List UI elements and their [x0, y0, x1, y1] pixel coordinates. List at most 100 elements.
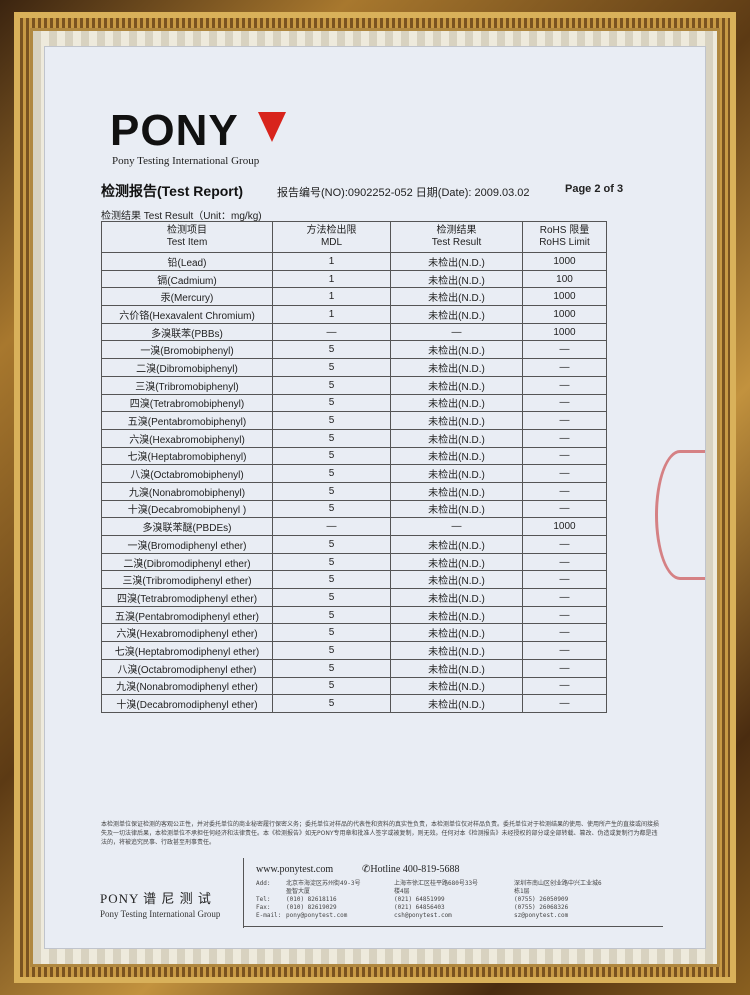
table-cell: 未检出(N.D.)	[390, 588, 523, 607]
report-title: 检测报告(Test Report)	[101, 183, 244, 199]
tel: (021) 64851999	[394, 896, 445, 903]
table-cell: 5	[272, 375, 391, 395]
table-cell: 十溴(Decabromodiphenyl ether)	[101, 694, 273, 713]
table-cell: —	[522, 481, 607, 501]
table-cell: 1000	[522, 305, 607, 324]
table-cell: 三溴(Tribromodiphenyl ether)	[101, 570, 273, 590]
table-cell: —	[272, 322, 391, 342]
table-cell: —	[522, 623, 607, 643]
table-cell: 未检出(N.D.)	[390, 481, 523, 501]
table-row: 十溴(Decabromodiphenyl ether) 5 未检出(N.D.) —	[101, 694, 607, 713]
table-cell: 未检出(N.D.)	[390, 464, 523, 483]
table-row: 七溴(Heptabromobiphenyl) 5 未检出(N.D.) —	[101, 446, 607, 466]
logo-triangle-icon	[258, 112, 286, 142]
table-cell: 未检出(N.D.)	[390, 428, 523, 448]
table-cell: —	[522, 375, 607, 395]
table-cell: 5	[272, 676, 391, 696]
table-cell: —	[522, 641, 607, 660]
email: sz@ponytest.com	[514, 912, 569, 919]
table-cell: 四溴(Tetrabromobiphenyl)	[101, 393, 273, 413]
table-cell: 一溴(Bromodiphenyl ether)	[101, 535, 273, 554]
unit-label: 检测结果 Test Result（Unit：mg/kg)	[101, 211, 262, 222]
label: E-mail:	[256, 912, 282, 919]
header-text: RoHS Limit	[539, 237, 590, 248]
table-cell: 未检出(N.D.)	[390, 535, 523, 554]
address: 盈智大厦	[286, 888, 311, 895]
table-cell: 未检出(N.D.)	[390, 375, 523, 395]
table-cell: —	[522, 446, 607, 466]
table-cell: 5	[272, 658, 391, 678]
footer-brand: PONY 谱 尼 测 试	[100, 891, 212, 906]
address: 上海市徐汇区桂平路680号33号	[394, 880, 479, 887]
table-row: 汞(Mercury) 1 未检出(N.D.) 1000	[101, 287, 607, 307]
table-cell: 5	[272, 428, 391, 448]
table-cell: 未检出(N.D.)	[390, 605, 523, 625]
table-cell: —	[522, 411, 607, 430]
table-cell: 5	[272, 570, 391, 590]
address: 深圳市南山区创业路中兴工业城6	[514, 880, 602, 887]
footer-subtitle: Pony Testing International Group	[100, 909, 221, 919]
table-row: 八溴(Octabromobiphenyl) 5 未检出(N.D.) —	[101, 464, 607, 483]
table-cell: 七溴(Heptabromobiphenyl)	[101, 446, 273, 466]
header-text: 检测结果	[436, 225, 477, 236]
page-number: Page 2 of 3	[565, 183, 624, 195]
table-cell: —	[522, 499, 607, 519]
table-cell: —	[522, 358, 607, 377]
table-cell: 未检出(N.D.)	[390, 269, 523, 289]
address: 楼4层	[394, 888, 410, 895]
email: csh@ponytest.com	[394, 912, 452, 919]
table-cell: 未检出(N.D.)	[390, 287, 523, 307]
table-cell: 未检出(N.D.)	[390, 358, 523, 377]
table-cell: 100	[522, 269, 607, 289]
header-text: Test Result	[431, 237, 482, 248]
divider	[243, 858, 244, 928]
table-cell: 七溴(Heptabromodiphenyl ether)	[101, 641, 273, 660]
table-cell: —	[522, 694, 607, 713]
table-cell: 5	[272, 446, 391, 466]
table-cell: 六溴(Hexabromodiphenyl ether)	[101, 623, 273, 643]
table-cell: —	[522, 393, 607, 413]
label: Tel:	[256, 896, 271, 903]
table-cell: 5	[272, 552, 391, 572]
table-cell: 5	[272, 641, 391, 660]
website-link[interactable]: www.ponytest.com	[256, 864, 334, 875]
table-cell: —	[390, 517, 523, 536]
table-cell: —	[522, 658, 607, 678]
table-row: 七溴(Heptabromodiphenyl ether) 5 未检出(N.D.) —	[101, 641, 607, 660]
table-row: 九溴(Nonabromodiphenyl ether) 5 未检出(N.D.) —	[101, 676, 607, 696]
table-cell: 5	[272, 340, 391, 360]
table-cell: —	[390, 322, 523, 342]
table-row: 三溴(Tribromobiphenyl) 5 未检出(N.D.) —	[101, 375, 607, 395]
table-cell: 未检出(N.D.)	[390, 340, 523, 360]
table-cell: 未检出(N.D.)	[390, 641, 523, 660]
table-cell: 5	[272, 694, 391, 713]
table-cell: 未检出(N.D.)	[390, 552, 523, 572]
table-row: 多溴联苯醚(PBDEs) — —1000	[101, 517, 607, 536]
table-cell: 5	[272, 588, 391, 607]
table-row: 五溴(Pentabromobiphenyl) 5 未检出(N.D.) —	[101, 411, 607, 430]
table-cell: 九溴(Nonabromodiphenyl ether)	[101, 676, 273, 696]
table-cell: —	[522, 428, 607, 448]
table-cell: 1	[272, 287, 391, 307]
table-cell: 未检出(N.D.)	[390, 411, 523, 430]
table-row: 多溴联苯(PBBs) — —1000	[101, 322, 607, 342]
table-cell: 5	[272, 623, 391, 643]
table-cell: 五溴(Pentabromobiphenyl)	[101, 411, 273, 430]
report-meta: 报告编号(NO):0902252-052 日期(Date): 2009.03.0…	[277, 184, 530, 200]
hotline: ✆Hotline 400-819-5688	[362, 864, 460, 875]
table-cell: 八溴(Octabromodiphenyl ether)	[101, 658, 273, 678]
address: 北京市海淀区苏州街49-3号	[286, 880, 361, 887]
table-cell: 一溴(Bromobiphenyl)	[101, 340, 273, 360]
table-cell: 5	[272, 464, 391, 483]
table-cell: 5	[272, 358, 391, 377]
table-cell: —	[522, 464, 607, 483]
table-cell: —	[272, 517, 391, 536]
table-cell: 二溴(Dibromodiphenyl ether)	[101, 552, 273, 572]
table-cell: —	[522, 605, 607, 625]
table-cell: 多溴联苯醚(PBDEs)	[101, 517, 273, 536]
table-cell: 三溴(Tribromobiphenyl)	[101, 375, 273, 395]
table-row: 镉(Cadmium) 1 未检出(N.D.) 100	[101, 269, 607, 289]
column-header: 检测项目 Test Item	[101, 221, 273, 253]
table-cell: 未检出(N.D.)	[390, 570, 523, 590]
fax: (0755) 26068326	[514, 904, 569, 911]
